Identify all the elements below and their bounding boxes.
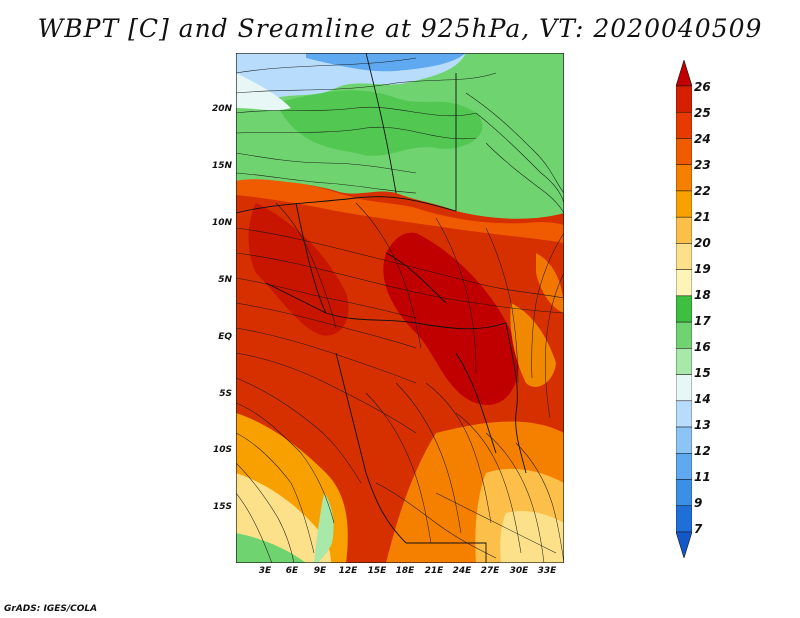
field-se-pale xyxy=(500,511,564,563)
field-east-highland xyxy=(536,253,564,313)
lat-label: 5N xyxy=(218,275,232,285)
colorbar-cell xyxy=(676,400,692,428)
colorbar-cell xyxy=(676,164,692,192)
colorbar-label: 7 xyxy=(694,522,703,536)
lat-label: 5S xyxy=(219,389,232,399)
field-sw-inlet xyxy=(314,493,334,563)
lon-label: 9E xyxy=(313,566,327,576)
lon-label: 15E xyxy=(367,566,387,576)
colorbar-bottom-triangle xyxy=(676,531,692,558)
field-north-orange xyxy=(236,179,564,243)
streamlines xyxy=(236,57,564,563)
colorbar-label: 11 xyxy=(694,470,711,484)
chart-title: WBPT [C] and Sreamline at 925hPa, VT: 20… xyxy=(37,14,763,43)
field-sw-green xyxy=(236,533,306,563)
colorbar-label: 14 xyxy=(694,392,711,406)
colorbar-label: 17 xyxy=(694,314,711,328)
grads-credit: GrADS: IGES/COLA xyxy=(4,604,98,614)
colorbar-label: 24 xyxy=(694,132,711,146)
colorbar-label: 12 xyxy=(694,444,711,458)
colorbar-cell xyxy=(676,243,692,270)
colorbar-label: 26 xyxy=(694,80,711,94)
lon-label: 27E xyxy=(480,566,500,576)
colorbar-cell xyxy=(676,348,692,375)
wbpt-map xyxy=(236,53,564,563)
lat-label: 10S xyxy=(212,445,232,455)
colorbar-label: 22 xyxy=(694,184,711,198)
colorbar-label: 23 xyxy=(694,158,711,172)
colorbar-cell xyxy=(676,426,692,454)
colorbar-cell xyxy=(676,138,692,165)
colorbar-label: 20 xyxy=(694,236,711,250)
lat-label: 10N xyxy=(211,218,232,228)
colorbar-label: 9 xyxy=(694,496,703,510)
lon-label: 18E xyxy=(395,566,415,576)
colorbar-label: 19 xyxy=(694,262,711,276)
lon-label: 6E xyxy=(285,566,299,576)
lon-label: 21E xyxy=(424,566,444,576)
lon-label: 12E xyxy=(338,566,358,576)
colorbar-cell xyxy=(676,374,692,402)
colorbar-label: 16 xyxy=(694,340,711,354)
lon-label: 30E xyxy=(509,566,529,576)
colorbar-label: 18 xyxy=(694,288,711,302)
field-north-teal xyxy=(236,73,291,111)
lat-label: 20N xyxy=(211,104,232,114)
colorbar-cell xyxy=(676,111,692,139)
lat-label: EQ xyxy=(218,332,232,342)
colorbar-cell xyxy=(676,85,692,113)
colorbar-label: 15 xyxy=(694,366,711,380)
colorbar-top-triangle xyxy=(676,60,692,87)
lat-label: 15S xyxy=(212,502,232,512)
field-east-orange xyxy=(510,303,556,387)
lon-label: 24E xyxy=(452,566,472,576)
lon-label: 3E xyxy=(258,566,272,576)
field-north-lightgreen xyxy=(276,90,483,156)
color-bar xyxy=(676,60,692,558)
colorbar-label: 21 xyxy=(694,210,711,224)
colorbar-label: 13 xyxy=(694,418,711,432)
field-west-red xyxy=(248,203,349,336)
colorbar-cell xyxy=(676,505,692,533)
colorbar-cell xyxy=(676,321,692,349)
colorbar-label: 25 xyxy=(694,106,711,120)
lat-label: 15N xyxy=(211,161,232,171)
country-borders xyxy=(236,53,527,563)
colorbar-cell xyxy=(676,269,692,297)
colorbar-cell xyxy=(676,453,692,480)
field-north-deepblue xyxy=(306,53,466,72)
lon-label: 33E xyxy=(537,566,557,576)
colorbar-cell xyxy=(676,190,692,218)
colorbar-cell xyxy=(676,295,692,323)
colorbar-cell xyxy=(676,479,692,507)
colorbar-cell xyxy=(676,216,692,244)
